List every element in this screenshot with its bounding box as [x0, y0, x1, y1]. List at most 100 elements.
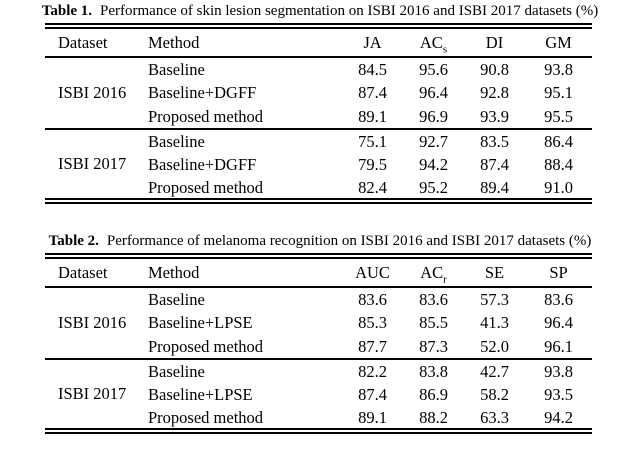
- metric-value-cell: 86.9: [419, 385, 448, 404]
- metric-value-cell: 89.1: [358, 407, 387, 427]
- method-cell: Baseline+LPSE: [148, 313, 253, 332]
- metric-value-cell: 94.2: [544, 407, 573, 427]
- dataset-cell: ISBI 2017: [58, 384, 127, 403]
- method-cell: Baseline+DGFF: [148, 83, 257, 102]
- table2-caption-label: Table 2.: [48, 233, 99, 249]
- metric-value-cell: 83.8: [419, 361, 448, 381]
- metric-value-cell: 95.2: [419, 177, 448, 197]
- metric-value-cell: 82.4: [358, 177, 387, 197]
- col-header-gm: GM: [545, 32, 572, 52]
- metric-value-cell: 85.3: [358, 313, 387, 332]
- metric-value-cell: 83.5: [480, 131, 509, 151]
- dataset-cell: ISBI 2016: [58, 313, 127, 332]
- method-cell: Proposed method: [148, 177, 264, 197]
- metric-value-cell: 96.4: [419, 83, 448, 102]
- metric-value-cell: 84.5: [358, 59, 387, 79]
- table-row: Proposed method 82.4 95.2 89.4 91.0: [45, 177, 592, 201]
- table-row: ISBI 2017 Baseline 75.1 92.7 83.5 86.4: [45, 129, 592, 174]
- metric-value-cell: 92.7: [419, 131, 448, 151]
- table-row: Baseline+LPSE 87.4 86.9 58.2 93.5: [45, 383, 592, 407]
- table2-group-isbi2016: ISBI 2016 Baseline 83.6 83.6 57.3 83.6 B…: [45, 287, 592, 359]
- method-cell: Baseline+LPSE: [148, 385, 253, 404]
- metric-value-cell: 95.5: [544, 106, 573, 126]
- table-row: Baseline+LPSE 85.3 85.5 41.3 96.4: [45, 311, 592, 335]
- dataset-cell: ISBI 2017: [58, 154, 127, 173]
- metric-value-cell: 95.6: [419, 59, 448, 79]
- metric-value-cell: 96.1: [544, 336, 573, 356]
- metric-value-cell: 89.4: [480, 177, 509, 197]
- method-cell: Proposed method: [148, 336, 264, 356]
- metric-value-cell: 91.0: [544, 177, 573, 197]
- table-row: ISBI 2017 Baseline 82.2 83.8 42.7 93.8: [45, 359, 592, 404]
- metric-value-cell: 58.2: [480, 385, 509, 404]
- method-cell: Baseline: [148, 289, 205, 309]
- table1-group-isbi2017: ISBI 2017 Baseline 75.1 92.7 83.5 86.4 B…: [45, 129, 592, 201]
- table2-header: Dataset Method AUC ACr SE SP: [45, 256, 592, 287]
- table2-caption: Table 2. Performance of melanoma recognit…: [0, 232, 640, 250]
- dataset-cell: ISBI 2016: [58, 83, 127, 102]
- table1-caption-text: Performance of skin lesion segmentation …: [100, 3, 599, 19]
- col-header-method: Method: [148, 32, 200, 52]
- col-header-method: Method: [148, 262, 200, 282]
- method-cell: Baseline+DGFF: [148, 155, 257, 174]
- table-row: Baseline+DGFF 87.4 96.4 92.8 95.1: [45, 81, 592, 105]
- table-row: Baseline+DGFF 79.5 94.2 87.4 88.4: [45, 153, 592, 177]
- table1-group-isbi2016: ISBI 2016 Baseline 84.5 95.6 90.8 93.8 B…: [45, 57, 592, 129]
- col-header-acs: ACs: [419, 32, 448, 55]
- table2-header-row: Dataset Method AUC ACr SE SP: [45, 256, 592, 287]
- table1-header: Dataset Method JA ACs DI GM: [45, 26, 592, 57]
- metric-value-cell: 95.1: [544, 83, 573, 102]
- metric-value-cell: 87.7: [358, 336, 387, 356]
- col-header-dataset: Dataset: [58, 262, 108, 282]
- metric-value-cell: 42.7: [480, 361, 509, 381]
- table1-caption: Table 1. Performance of skin lesion segme…: [0, 2, 640, 20]
- metric-value-cell: 96.4: [544, 313, 573, 332]
- metric-value-cell: 92.8: [480, 83, 509, 102]
- metric-value-cell: 83.6: [358, 289, 387, 309]
- metric-value-cell: 41.3: [480, 313, 509, 332]
- method-cell: Baseline: [148, 361, 205, 381]
- metric-value-cell: 88.4: [544, 155, 573, 174]
- col-header-auc: AUC: [355, 262, 390, 282]
- metric-value-cell: 52.0: [480, 336, 509, 356]
- col-header-sp: SP: [549, 262, 568, 282]
- recognition-results-table: Dataset Method AUC ACr SE SP ISBI 2016 B…: [45, 253, 592, 434]
- table2-caption-text: Performance of melanoma recognition on I…: [106, 233, 592, 249]
- method-cell: Proposed method: [148, 106, 264, 126]
- col-header-di: DI: [485, 32, 504, 52]
- metric-value-cell: 87.4: [358, 83, 387, 102]
- table-row: Proposed method 89.1 96.9 93.9 95.5: [45, 105, 592, 129]
- metric-value-cell: 93.9: [480, 106, 509, 126]
- method-cell: Proposed method: [148, 407, 264, 427]
- col-header-se: SE: [484, 262, 505, 282]
- method-cell: Baseline: [148, 131, 205, 151]
- table-row: ISBI 2016 Baseline 83.6 83.6 57.3 83.6: [45, 287, 592, 333]
- metric-value-cell: 79.5: [358, 155, 387, 174]
- method-cell: Baseline: [148, 59, 205, 79]
- metric-value-cell: 85.5: [419, 313, 448, 332]
- table1-header-row: Dataset Method JA ACs DI GM: [45, 26, 592, 57]
- metric-value-cell: 83.6: [544, 289, 573, 309]
- metric-value-cell: 90.8: [480, 59, 509, 79]
- table-row: ISBI 2016 Baseline 84.5 95.6 90.8 93.8: [45, 57, 592, 103]
- segmentation-results-table: Dataset Method JA ACs DI GM ISBI 2016 Ba…: [45, 23, 592, 204]
- metric-value-cell: 93.8: [544, 361, 573, 381]
- metric-value-cell: 96.9: [419, 106, 448, 126]
- metric-value-cell: 63.3: [480, 407, 509, 427]
- col-header-ja: JA: [363, 32, 382, 52]
- table-row: Proposed method 87.7 87.3 52.0 96.1: [45, 335, 592, 359]
- metric-value-cell: 57.3: [480, 289, 509, 309]
- metric-value-cell: 93.8: [544, 59, 573, 79]
- metric-value-cell: 87.3: [419, 336, 448, 356]
- col-header-acr: ACr: [420, 262, 447, 285]
- table1-caption-label: Table 1.: [41, 3, 93, 19]
- metric-value-cell: 89.1: [358, 106, 387, 126]
- metric-value-cell: 86.4: [544, 131, 573, 151]
- metric-value-cell: 88.2: [419, 407, 448, 427]
- metric-value-cell: 75.1: [358, 131, 387, 151]
- col-header-dataset: Dataset: [58, 32, 108, 52]
- metric-value-cell: 82.2: [358, 361, 387, 381]
- metric-value-cell: 87.4: [480, 155, 509, 174]
- metric-value-cell: 94.2: [419, 155, 448, 174]
- table2-group-isbi2017: ISBI 2017 Baseline 82.2 83.8 42.7 93.8 B…: [45, 359, 592, 431]
